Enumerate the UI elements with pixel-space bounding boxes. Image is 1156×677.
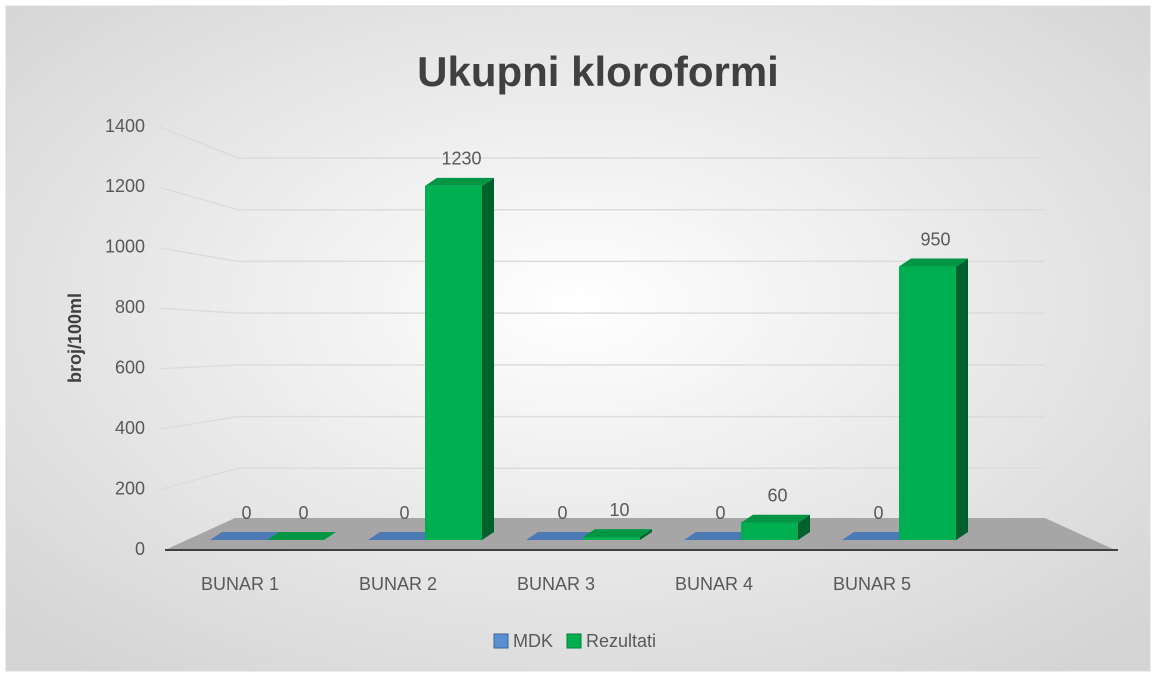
- grid-line: [159, 186, 1045, 211]
- y-tick-label: 400: [115, 418, 145, 438]
- bar-front: [583, 537, 640, 540]
- y-tick-label: 1000: [105, 237, 145, 257]
- grid-line: [159, 364, 1045, 370]
- bar-top: [684, 532, 753, 540]
- legend-swatch: [566, 633, 582, 649]
- bar-top: [267, 532, 336, 540]
- y-tick-label: 800: [115, 297, 145, 317]
- x-tick-label: BUNAR 3: [517, 574, 595, 594]
- bar-top: [210, 532, 279, 540]
- chart-background: [5, 5, 1151, 672]
- y-tick-label: 1400: [105, 116, 145, 136]
- grid-line: [159, 307, 1045, 314]
- x-tick-label: BUNAR 1: [201, 574, 279, 594]
- grid-line: [159, 247, 1045, 263]
- data-label: 0: [557, 503, 567, 523]
- grid-line: [159, 467, 1045, 491]
- bar-side: [798, 514, 810, 540]
- bar-top: [899, 258, 968, 267]
- data-label: 0: [873, 503, 883, 523]
- y-tick-label: 1200: [105, 176, 145, 196]
- data-label: 950: [920, 229, 950, 249]
- y-tick-label: 600: [115, 357, 145, 377]
- grid-line: [159, 126, 1045, 159]
- x-tick-label: BUNAR 4: [675, 574, 753, 594]
- chart-title: Ukupni kloroformi: [417, 48, 779, 95]
- bar-side: [956, 258, 968, 540]
- legend-label: Rezultati: [586, 631, 656, 651]
- y-tick-label: 0: [135, 539, 145, 559]
- bar-top: [368, 532, 437, 540]
- grid-line: [159, 415, 1045, 430]
- bar-top: [842, 532, 911, 540]
- x-tick-label: BUNAR 2: [359, 574, 437, 594]
- bar-side: [482, 177, 494, 540]
- y-tick-label: 200: [115, 478, 145, 498]
- bar-top: [583, 529, 652, 538]
- data-label: 10: [609, 500, 629, 520]
- bar-side: [640, 529, 652, 540]
- legend-label: MDK: [513, 631, 553, 651]
- bar-top: [425, 177, 494, 186]
- data-label: 0: [298, 503, 308, 523]
- data-label: 60: [767, 485, 787, 505]
- data-label: 0: [399, 503, 409, 523]
- bar-front: [899, 266, 956, 540]
- bar-front: [741, 522, 798, 540]
- x-tick-label: BUNAR 5: [833, 574, 911, 594]
- bar-top: [741, 514, 810, 523]
- bar-top: [526, 532, 595, 540]
- data-label: 0: [241, 503, 251, 523]
- data-label: 0: [715, 503, 725, 523]
- bar-front: [425, 185, 482, 540]
- data-label: 1230: [441, 149, 481, 169]
- y-axis-title: broj/100ml: [65, 293, 85, 383]
- legend-swatch: [493, 633, 509, 649]
